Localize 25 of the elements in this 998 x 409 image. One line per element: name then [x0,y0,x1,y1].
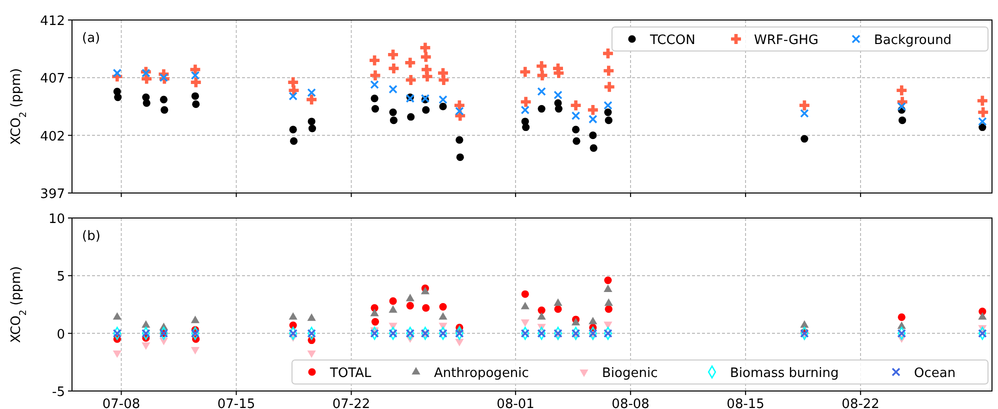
annotation: (a) [82,31,100,46]
legend-label: Ocean [914,366,956,381]
legend-label: TOTAL [329,366,372,381]
x-tick-label: 07-08 [102,397,140,409]
y-tick-label: 0 [56,327,65,342]
legend-label: Anthropogenic [434,366,529,381]
legend-label: Biomass burning [730,366,839,381]
y-tick-label: 412 [40,14,65,29]
x-tick-label: 07-22 [332,397,370,409]
y-tick-label: 402 [40,129,65,144]
x-tick-label: 07-15 [217,397,256,409]
legend-label: Background [874,33,952,48]
y-tick-label: 407 [40,72,65,87]
y-tick-label: -5 [52,385,65,400]
x-tick-label: 08-01 [496,397,534,409]
x-tick-label: 08-08 [612,397,650,409]
x-tick-label: 08-22 [842,397,880,409]
x-tick-label: 08-15 [726,397,764,409]
y-tick-label: 10 [48,212,65,227]
y-tick-label: 397 [40,187,65,202]
annotation: (b) [82,229,100,244]
legend-label: WRF-GHG [754,33,818,48]
legend-label: TCCON [649,33,696,48]
legend-label: Biogenic [602,366,658,381]
y-tick-label: 5 [56,270,65,285]
